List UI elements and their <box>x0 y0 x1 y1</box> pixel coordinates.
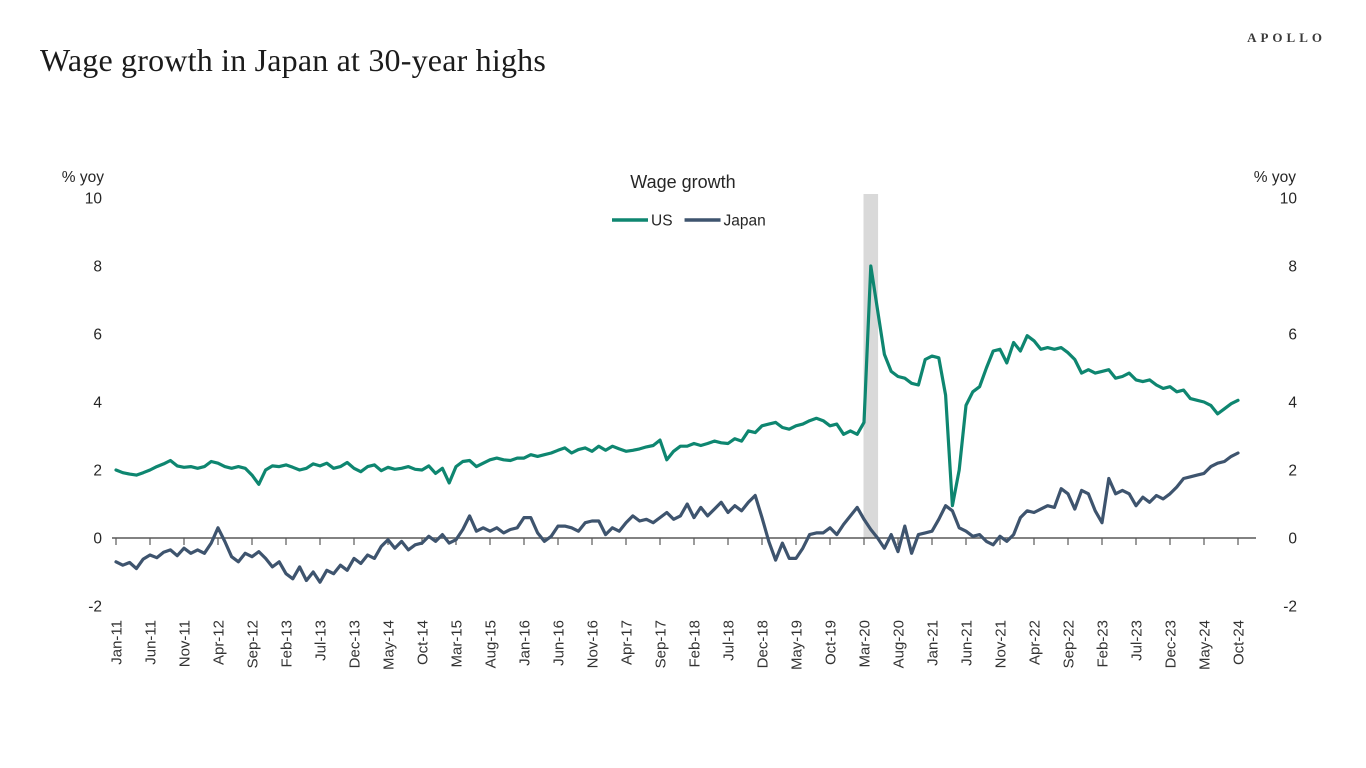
page-title: Wage growth in Japan at 30-year highs <box>40 42 547 78</box>
japan-line <box>114 451 1240 584</box>
x-tick-label: Aug-20 <box>891 620 908 668</box>
y-tick-label-right: 2 <box>1288 463 1297 480</box>
chart-title: Wage growth <box>630 172 735 192</box>
y-tick-label-left: 0 <box>93 531 102 548</box>
x-tick-label: Sep-22 <box>1061 620 1078 668</box>
y-tick-label-right: 10 <box>1280 191 1298 208</box>
x-tick-label: Feb-18 <box>687 620 704 668</box>
x-tick-label: Dec-18 <box>755 620 772 668</box>
x-tick-label: Jan-11 <box>109 620 126 665</box>
x-tick-label: Jul-18 <box>721 620 738 661</box>
x-tick-label: Jul-13 <box>313 620 330 661</box>
y-tick-label-right: -2 <box>1283 599 1297 616</box>
x-tick-label: Dec-23 <box>1163 620 1180 668</box>
x-tick-label: Mar-20 <box>857 620 874 668</box>
x-tick-label: Jun-16 <box>551 620 568 666</box>
legend-label-us: US <box>651 213 673 230</box>
y-tick-label-left: 6 <box>93 327 102 344</box>
x-tick-label: Apr-17 <box>619 620 636 665</box>
x-tick-label: Feb-13 <box>279 620 296 668</box>
y-tick-label-left: 4 <box>93 395 102 412</box>
right-axis-unit-label: % yoy <box>1254 169 1296 186</box>
apollo-logo: APOLLO <box>1247 30 1326 45</box>
x-tick-label: Nov-11 <box>177 620 194 667</box>
x-tick-label: Jun-21 <box>959 620 976 666</box>
us-line <box>114 264 1240 508</box>
x-tick-label: Jan-16 <box>517 620 534 666</box>
legend-label-japan: Japan <box>724 213 766 230</box>
x-tick-label: Mar-15 <box>449 620 466 668</box>
y-tick-label-right: 0 <box>1288 531 1297 548</box>
y-tick-label-left: -2 <box>88 599 102 616</box>
x-tick-label: Apr-12 <box>211 620 228 665</box>
left-axis-unit-label: % yoy <box>62 169 104 186</box>
x-tick-label: Dec-13 <box>347 620 364 668</box>
x-tick-label: Jul-23 <box>1129 620 1146 661</box>
x-tick-label: May-24 <box>1197 620 1214 670</box>
x-tick-label: Oct-14 <box>415 620 432 665</box>
x-tick-label: Jun-11 <box>143 620 160 665</box>
x-tick-label: Aug-15 <box>483 620 500 668</box>
x-tick-label: Sep-17 <box>653 620 670 668</box>
x-tick-label: May-14 <box>381 620 398 670</box>
x-tick-label: Oct-24 <box>1231 620 1248 665</box>
y-tick-label-right: 6 <box>1288 327 1297 344</box>
y-tick-label-right: 4 <box>1288 395 1297 412</box>
x-tick-label: Nov-21 <box>993 620 1010 668</box>
x-tick-label: Sep-12 <box>245 620 262 668</box>
x-tick-label: Feb-23 <box>1095 620 1112 668</box>
y-tick-label-left: 2 <box>93 463 102 480</box>
y-tick-label-right: 8 <box>1288 259 1297 276</box>
y-tick-label-left: 10 <box>85 191 103 208</box>
y-tick-label-left: 8 <box>93 259 102 276</box>
x-tick-label: Jan-21 <box>925 620 942 666</box>
x-tick-label: Apr-22 <box>1027 620 1044 665</box>
x-tick-label: Oct-19 <box>823 620 840 665</box>
x-tick-label: Nov-16 <box>585 620 602 668</box>
x-tick-label: May-19 <box>789 620 806 670</box>
